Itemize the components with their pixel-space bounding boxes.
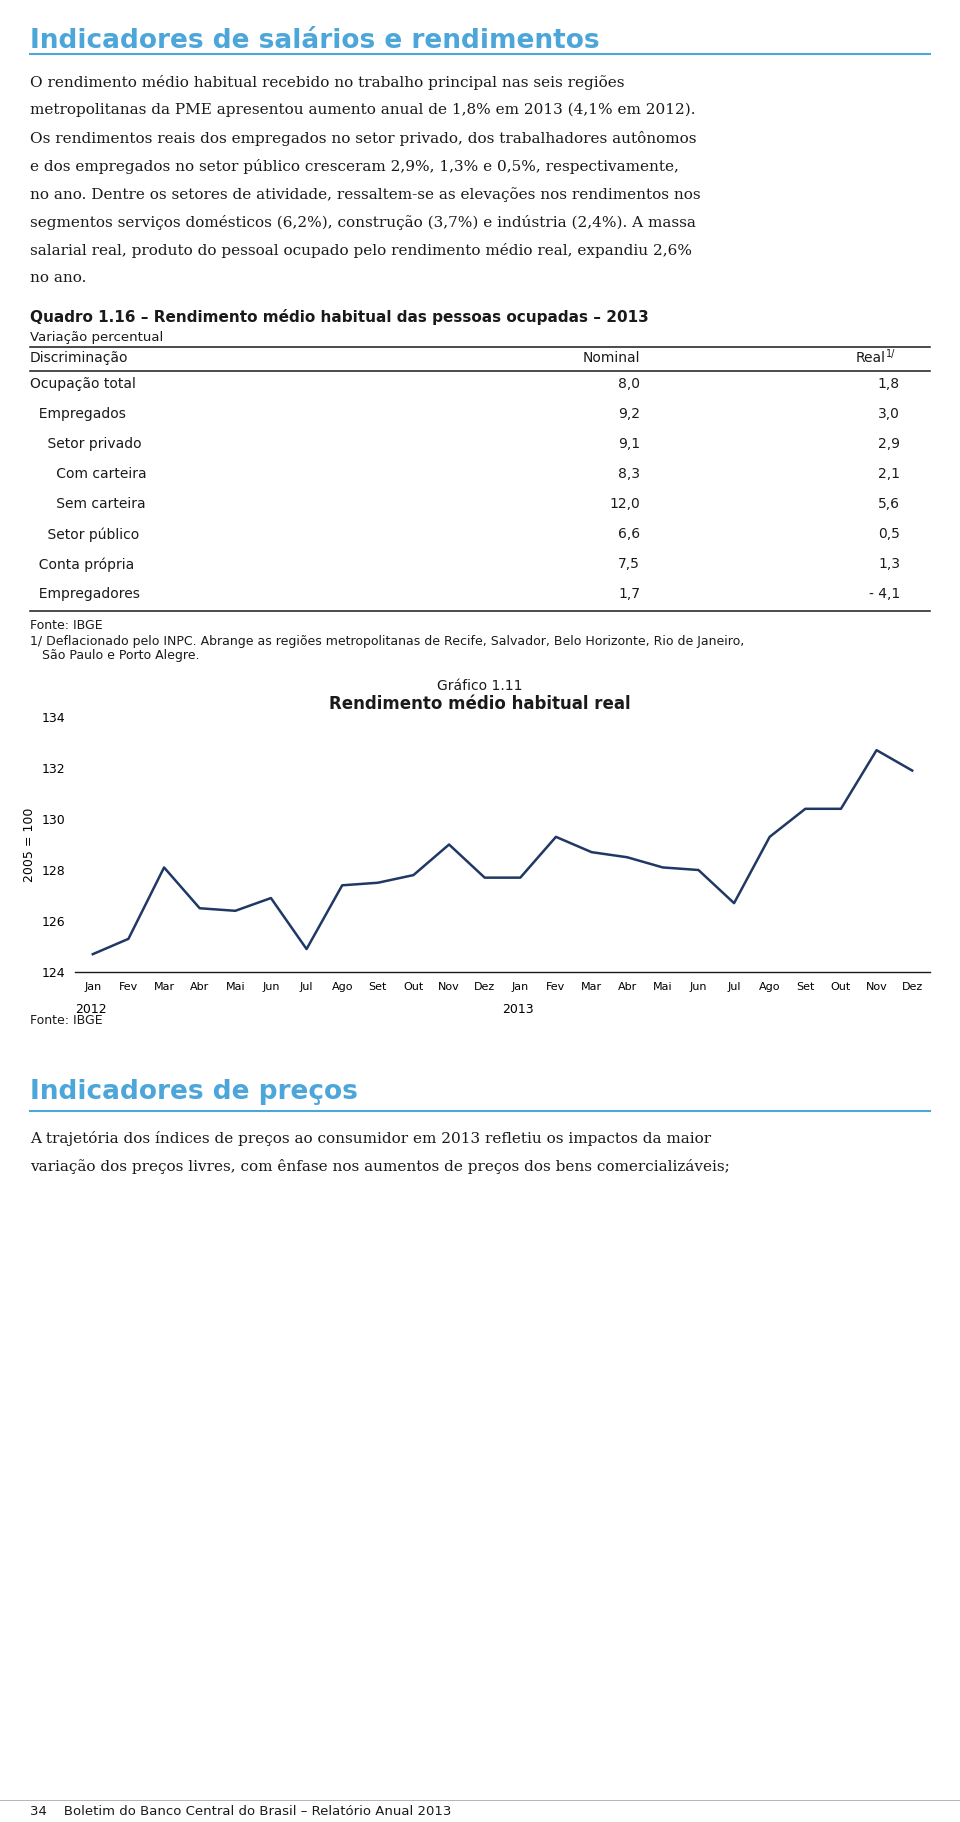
Text: Empregados: Empregados xyxy=(30,406,126,421)
Text: 0,5: 0,5 xyxy=(878,527,900,541)
Text: Setor público: Setor público xyxy=(30,527,139,541)
Text: variação dos preços livres, com ênfase nos aumentos de preços dos bens comercial: variação dos preços livres, com ênfase n… xyxy=(30,1159,730,1173)
Text: segmentos serviços domésticos (6,2%), construção (3,7%) e indústria (2,4%). A ma: segmentos serviços domésticos (6,2%), co… xyxy=(30,215,696,230)
Text: - 4,1: - 4,1 xyxy=(869,587,900,601)
Text: Real: Real xyxy=(856,352,886,364)
Text: Rendimento médio habitual real: Rendimento médio habitual real xyxy=(329,694,631,712)
Text: 3,0: 3,0 xyxy=(878,406,900,421)
Text: 6,6: 6,6 xyxy=(618,527,640,541)
Text: 2,9: 2,9 xyxy=(878,437,900,452)
Y-axis label: 2005 = 100: 2005 = 100 xyxy=(23,807,36,882)
Text: Indicadores de salários e rendimentos: Indicadores de salários e rendimentos xyxy=(30,27,600,55)
Text: 2013: 2013 xyxy=(502,1002,534,1015)
Text: Fonte: IBGE: Fonte: IBGE xyxy=(30,619,103,632)
Text: 1,7: 1,7 xyxy=(618,587,640,601)
Text: 34    Boletim do Banco Central do Brasil – Relatório Anual 2013: 34 Boletim do Banco Central do Brasil – … xyxy=(30,1806,451,1818)
Text: Empregadores: Empregadores xyxy=(30,587,140,601)
Text: Conta própria: Conta própria xyxy=(30,558,134,572)
Text: Sem carteira: Sem carteira xyxy=(30,497,146,510)
Text: no ano. Dentre os setores de atividade, ressaltem-se as elevações nos rendimento: no ano. Dentre os setores de atividade, … xyxy=(30,188,701,202)
Text: Quadro 1.16 – Rendimento médio habitual das pessoas ocupadas – 2013: Quadro 1.16 – Rendimento médio habitual … xyxy=(30,310,649,324)
Text: São Paulo e Porto Alegre.: São Paulo e Porto Alegre. xyxy=(30,649,200,661)
Text: Nominal: Nominal xyxy=(583,352,640,364)
Text: 1,3: 1,3 xyxy=(878,558,900,570)
Text: Gráfico 1.11: Gráfico 1.11 xyxy=(437,680,523,692)
Text: 2012: 2012 xyxy=(75,1002,107,1015)
Text: A trajetória dos índices de preços ao consumidor em 2013 refletiu os impactos da: A trajetória dos índices de preços ao co… xyxy=(30,1131,711,1146)
Text: Com carteira: Com carteira xyxy=(30,466,147,481)
Text: 8,0: 8,0 xyxy=(618,377,640,392)
Text: Setor privado: Setor privado xyxy=(30,437,142,452)
Text: 1/ Deflacionado pelo INPC. Abrange as regiões metropolitanas de Recife, Salvador: 1/ Deflacionado pelo INPC. Abrange as re… xyxy=(30,636,744,649)
Text: Variação percentual: Variação percentual xyxy=(30,332,163,344)
Text: 2,1: 2,1 xyxy=(878,466,900,481)
Text: e dos empregados no setor público cresceram 2,9%, 1,3% e 0,5%, respectivamente,: e dos empregados no setor público cresce… xyxy=(30,159,679,173)
Text: 12,0: 12,0 xyxy=(610,497,640,510)
Text: O rendimento médio habitual recebido no trabalho principal nas seis regiões: O rendimento médio habitual recebido no … xyxy=(30,75,625,89)
Text: salarial real, produto do pessoal ocupado pelo rendimento médio real, expandiu 2: salarial real, produto do pessoal ocupad… xyxy=(30,242,692,259)
Text: 1/: 1/ xyxy=(886,350,896,359)
Text: Fonte: IBGE: Fonte: IBGE xyxy=(30,1015,103,1028)
Text: 9,1: 9,1 xyxy=(618,437,640,452)
Text: Os rendimentos reais dos empregados no setor privado, dos trabalhadores autônomo: Os rendimentos reais dos empregados no s… xyxy=(30,131,697,146)
Text: 5,6: 5,6 xyxy=(878,497,900,510)
Text: 7,5: 7,5 xyxy=(618,558,640,570)
Text: no ano.: no ano. xyxy=(30,271,86,284)
Text: 8,3: 8,3 xyxy=(618,466,640,481)
Text: metropolitanas da PME apresentou aumento anual de 1,8% em 2013 (4,1% em 2012).: metropolitanas da PME apresentou aumento… xyxy=(30,104,695,117)
Text: 9,2: 9,2 xyxy=(618,406,640,421)
Text: Discriminação: Discriminação xyxy=(30,352,129,364)
Text: Ocupação total: Ocupação total xyxy=(30,377,136,392)
Text: 1,8: 1,8 xyxy=(877,377,900,392)
Text: Indicadores de preços: Indicadores de preços xyxy=(30,1079,358,1104)
